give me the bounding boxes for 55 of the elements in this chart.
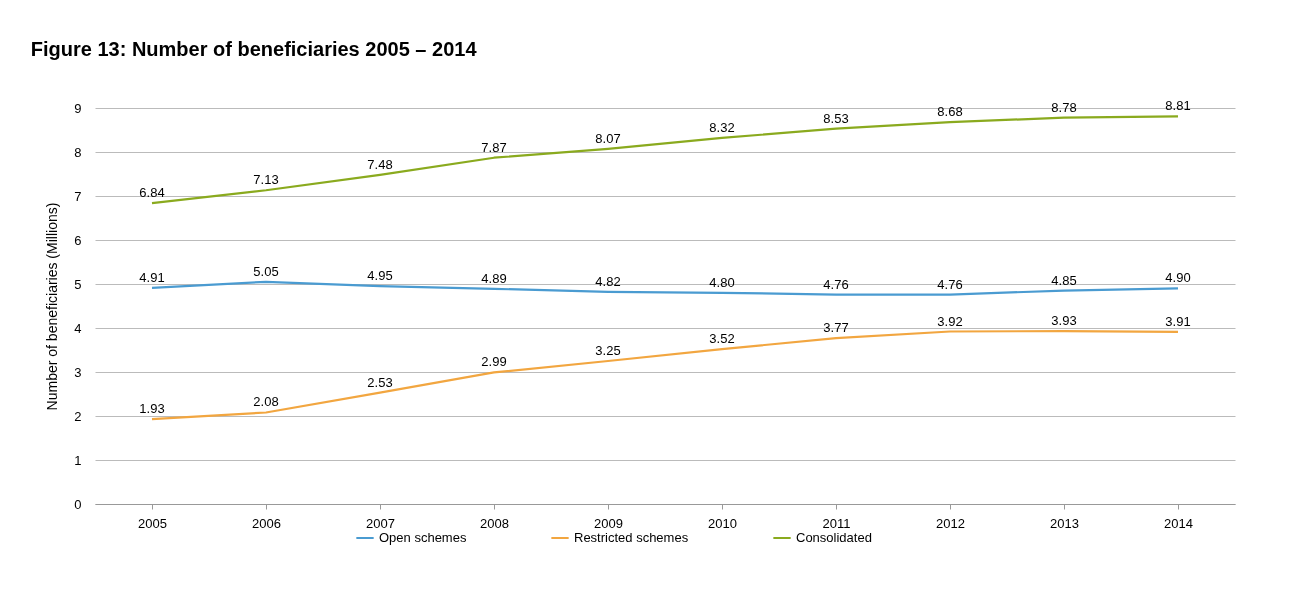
data-label: 5.05 — [253, 263, 279, 279]
data-label: 2.53 — [367, 374, 393, 390]
data-label: 8.07 — [595, 130, 621, 146]
data-label: 2.08 — [253, 394, 279, 410]
data-label: 7.13 — [253, 172, 279, 188]
y-tick-label: 0 — [74, 496, 82, 512]
data-label: 3.92 — [937, 313, 963, 329]
y-tick-label: 5 — [74, 276, 82, 292]
y-tick-label: 7 — [74, 188, 82, 204]
data-label: 1.93 — [139, 401, 165, 417]
data-label: 3.93 — [1051, 313, 1077, 329]
chart-title: Figure 13: Number of beneficiaries 2005 – 2014 — [30, 38, 478, 61]
y-axis-title: Number of beneficiaries (Millions) — [44, 202, 61, 411]
data-label: 4.90 — [1165, 270, 1191, 286]
data-label: 8.68 — [937, 104, 963, 120]
data-label: 8.81 — [1165, 98, 1191, 114]
data-label: 3.52 — [709, 331, 735, 347]
data-label: 4.85 — [1051, 272, 1077, 288]
data-label: 4.76 — [937, 276, 963, 292]
data-label: 2.99 — [481, 354, 507, 370]
data-label: 4.89 — [481, 270, 507, 286]
x-tick-label: 2008 — [480, 515, 509, 531]
x-tick-label: 2014 — [1164, 515, 1193, 531]
y-tick-label: 3 — [74, 364, 82, 380]
x-tick-label: 2010 — [708, 515, 737, 531]
data-label: 7.48 — [367, 156, 393, 172]
x-tick-label: 2006 — [252, 515, 281, 531]
data-label: 6.84 — [139, 185, 165, 201]
x-tick-label: 2007 — [366, 515, 395, 531]
legend-label: Open schemes — [379, 530, 467, 545]
x-tick-label: 2009 — [594, 515, 623, 531]
y-tick-label: 2 — [74, 408, 82, 424]
x-tick-label: 2005 — [138, 515, 167, 531]
data-label: 8.53 — [823, 110, 849, 126]
data-label: 8.78 — [1051, 99, 1077, 115]
x-tick-label: 2012 — [936, 515, 965, 531]
data-label: 3.91 — [1165, 313, 1191, 329]
data-label: 4.95 — [367, 268, 393, 284]
data-label: 8.32 — [709, 119, 735, 135]
legend-label: Consolidated — [796, 530, 872, 545]
data-label: 3.77 — [823, 320, 849, 336]
data-label: 4.76 — [823, 276, 849, 292]
data-label: 4.91 — [139, 269, 165, 285]
y-tick-label: 4 — [74, 320, 82, 336]
y-tick-label: 6 — [74, 232, 82, 248]
data-label: 7.87 — [481, 139, 507, 155]
x-tick-label: 2013 — [1050, 515, 1079, 531]
data-label: 3.25 — [595, 343, 621, 358]
data-label: 4.80 — [709, 274, 735, 290]
data-label: 4.82 — [595, 273, 621, 289]
legend-label: Restricted schemes — [574, 530, 689, 545]
x-tick-label: 2011 — [822, 515, 851, 531]
y-tick-label: 1 — [74, 452, 82, 468]
y-tick-label: 8 — [74, 144, 82, 160]
y-tick-label: 9 — [74, 100, 82, 116]
